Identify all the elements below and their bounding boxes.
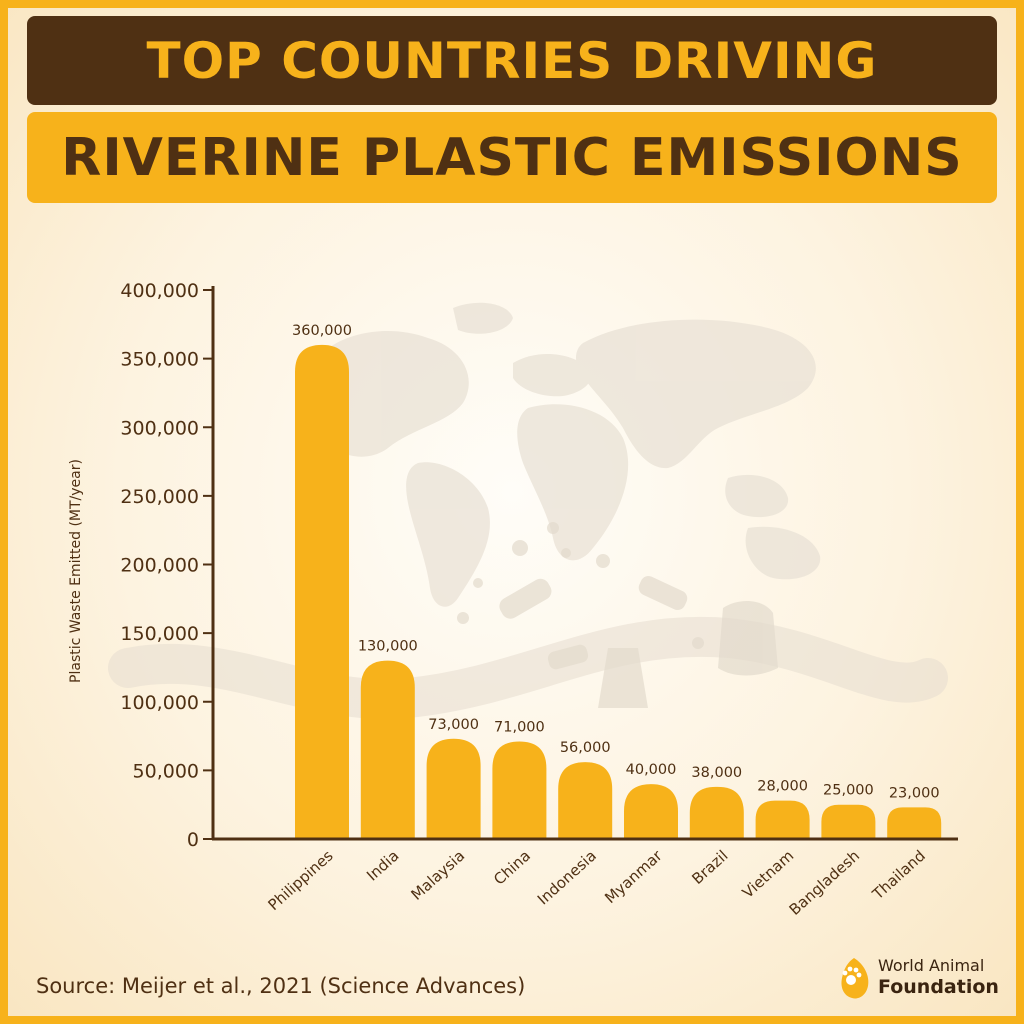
bar-myanmar: [624, 784, 678, 839]
data-label: 23,000: [889, 785, 940, 801]
x-tick-label: India: [363, 847, 402, 885]
bar-indonesia: [558, 762, 613, 839]
x-tick-label: Indonesia: [534, 847, 600, 909]
source-citation: Source: Meijer et al., 2021 (Science Adv…: [36, 974, 526, 998]
bar-malaysia: [426, 738, 481, 839]
x-tick-label: China: [490, 847, 534, 889]
data-label: 130,000: [358, 639, 418, 655]
y-axis-label: Plastic Waste Emitted (MT/year): [68, 459, 84, 683]
title-line-1: TOP COUNTRIES DRIVING: [27, 16, 997, 105]
logo-text-line-1: World Animal: [878, 956, 985, 975]
x-tick-label: Malaysia: [408, 847, 469, 904]
y-tick-label: 250,000: [120, 486, 199, 508]
bar-thailand: [887, 807, 942, 839]
data-label: 360,000: [292, 323, 352, 339]
bar-bangladesh: [821, 804, 876, 839]
y-tick-label: 350,000: [120, 349, 199, 371]
world-map-background: [108, 302, 948, 720]
data-label: 28,000: [757, 779, 808, 795]
data-label: 71,000: [494, 720, 545, 736]
data-label: 56,000: [560, 740, 611, 756]
data-label: 73,000: [428, 717, 479, 733]
title-line-2: RIVERINE PLASTIC EMISSIONS: [27, 112, 997, 203]
x-tick-label: Brazil: [688, 847, 731, 888]
data-label: 40,000: [626, 762, 677, 778]
bar-china: [492, 741, 547, 839]
y-tick-label: 400,000: [120, 280, 199, 302]
bar-chart: 0 50,000 100,000 150,000 200,000 250,000 300,0…: [68, 280, 958, 919]
data-label: 25,000: [823, 783, 874, 799]
x-tick-label: Bangladesh: [786, 847, 863, 919]
x-tick-label: Thailand: [868, 847, 929, 904]
bar-india: [360, 660, 415, 839]
x-tick-label: Philippines: [265, 846, 337, 914]
bar-philippines: [295, 344, 349, 839]
x-tick-label: Myanmar: [601, 846, 666, 907]
paw-leaf-icon: [841, 958, 869, 999]
bar-vietnam: [755, 800, 810, 839]
logo-text-line-2: Foundation: [878, 976, 999, 998]
y-tick-label: 200,000: [120, 555, 199, 577]
y-tick-label: 300,000: [120, 417, 199, 439]
y-tick-label: 0: [187, 829, 199, 851]
logo: World Animal Foundation: [834, 954, 1004, 1004]
data-label: 38,000: [691, 765, 742, 781]
x-tick-label: Vietnam: [739, 847, 798, 902]
y-tick-label: 150,000: [120, 623, 199, 645]
bar-brazil: [689, 786, 744, 839]
y-tick-label: 100,000: [120, 692, 199, 714]
y-tick-label: 50,000: [133, 760, 199, 782]
